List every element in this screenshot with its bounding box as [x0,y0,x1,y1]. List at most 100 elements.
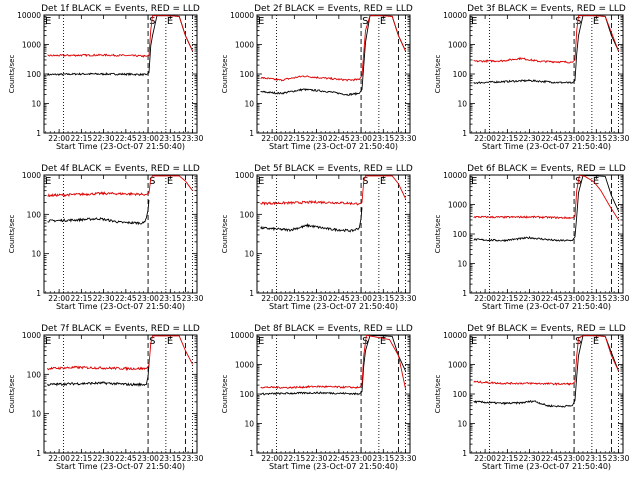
y-tick-label: 100 [240,210,255,219]
panel-title: Det 5f BLACK = Events, RED = LLD [254,164,413,174]
marker-e-left: E [258,16,264,27]
x-tick-label: 22:00 [48,454,70,463]
panel-8: Det 8f BLACK = Events, RED = LLD 1 10 100 10… [221,324,417,471]
panel-title: Det 2f BLACK = Events, RED = LLD [254,4,413,14]
x-tick-label: 23:00 [350,294,372,303]
y-tick-label: 1000 [448,201,467,210]
x-tick-label: 23:30 [608,454,630,463]
marker-e-right: E [167,176,173,187]
panel-4: Det 4f BLACK = Events, RED = LLD 1 10 100 10… [8,164,204,311]
x-tick-label: 22:30 [93,454,115,463]
marker-s: S [149,336,155,347]
y-tick-label: 10000 [17,11,41,20]
series-events-line [473,175,619,243]
x-tick-label: 22:15 [497,454,519,463]
marker-e-right: E [593,16,599,27]
marker-e-right: E [167,336,173,347]
x-tick-label: 22:45 [541,134,563,143]
x-tick-label: 23:30 [182,454,204,463]
x-tick-label: 23:30 [182,294,204,303]
y-tick-label: 1000 [448,361,467,370]
y-tick-label: 100 [453,70,468,79]
marker-s: S [362,16,368,27]
series-events-line [47,364,150,388]
y-tick-label: 10000 [230,11,254,20]
plot-frame [256,14,411,134]
x-tick-label: 23:15 [373,454,395,463]
marker-e-left: E [258,176,264,187]
x-tick-label: 23:00 [137,134,159,143]
series-events-line [260,15,406,97]
y-tick-label: 1 [36,129,41,138]
marker-e-left: E [45,176,51,187]
panel-title: Det 6f BLACK = Events, RED = LLD [467,164,626,174]
x-tick-label: 23:15 [373,134,395,143]
plot-frame [469,174,624,294]
y-tick-label: 10000 [443,11,467,20]
x-tick-label: 22:15 [71,134,93,143]
y-axis-label: Counts/sec [434,375,442,414]
x-tick-label: 22:15 [71,454,93,463]
series-lld-line [47,335,193,372]
marker-e-left: E [471,176,477,187]
y-tick-label: 1000 [448,41,467,50]
x-tick-label: 22:45 [115,134,137,143]
y-tick-label: 1 [462,449,467,458]
x-tick-label: 22:15 [71,294,93,303]
marker-e-right: E [167,16,173,27]
panel-2: Det 2f BLACK = Events, RED = LLD 1 10 100 10… [221,4,417,151]
x-tick-label: 23:30 [395,454,417,463]
x-tick-label: 23:00 [563,294,585,303]
y-tick-label: 100 [453,230,468,239]
y-tick-label: 100 [27,210,42,219]
marker-e-left: E [45,336,51,347]
panel-7: Det 7f BLACK = Events, RED = LLD 1 10 100 10… [8,324,204,471]
panel-1: Det 1f BLACK = Events, RED = LLD 1 10 100 10… [8,4,204,151]
y-tick-label: 1 [462,129,467,138]
y-tick-label: 10 [31,250,41,259]
panel-title: Det 8f BLACK = Events, RED = LLD [254,324,413,334]
x-tick-label: 22:45 [328,294,350,303]
marker-e-left: E [258,336,264,347]
marker-e-right: E [380,16,386,27]
plot-frame [469,334,624,454]
y-tick-label: 10 [457,260,467,269]
y-tick-label: 10 [457,420,467,429]
x-tick-label: 22:15 [284,134,306,143]
x-tick-label: 22:30 [519,134,541,143]
x-tick-label: 22:00 [48,294,70,303]
plot-frame [43,174,198,294]
x-tick-label: 22:45 [328,454,350,463]
x-tick-label: 23:00 [350,454,372,463]
series-lld-line [260,335,406,390]
y-tick-label: 100 [27,370,42,379]
x-tick-label: 22:30 [519,454,541,463]
x-tick-label: 22:15 [284,454,306,463]
y-tick-label: 10 [31,100,41,109]
x-tick-label: 23:15 [586,294,608,303]
panel-3: Det 3f BLACK = Events, RED = LLD 1 10 100 10… [434,4,630,151]
x-tick-label: 23:30 [608,294,630,303]
x-tick-label: 22:30 [519,294,541,303]
x-axis-label: Start Time (23-Oct-07 21:50:40) [482,142,611,151]
panel-title: Det 9f BLACK = Events, RED = LLD [467,324,626,334]
series-lld-line [473,175,619,221]
panel-6: Det 6f BLACK = Events, RED = LLD 1 10 100 10… [434,164,630,311]
series-lld-line [47,15,193,58]
series-lld-line [260,15,406,82]
x-tick-label: 22:30 [93,294,115,303]
x-tick-label: 23:30 [395,294,417,303]
y-tick-label: 100 [240,70,255,79]
marker-e-right: E [380,176,386,187]
y-tick-label: 10 [244,250,254,259]
x-axis-label: Start Time (23-Oct-07 21:50:40) [56,142,185,151]
y-tick-label: 1 [249,289,254,298]
x-tick-label: 22:00 [261,454,283,463]
x-tick-label: 22:45 [541,454,563,463]
x-tick-label: 23:00 [563,134,585,143]
x-axis-label: Start Time (23-Oct-07 21:50:40) [482,302,611,311]
x-tick-label: 23:15 [586,134,608,143]
x-tick-label: 23:15 [586,454,608,463]
y-tick-label: 1 [462,289,467,298]
